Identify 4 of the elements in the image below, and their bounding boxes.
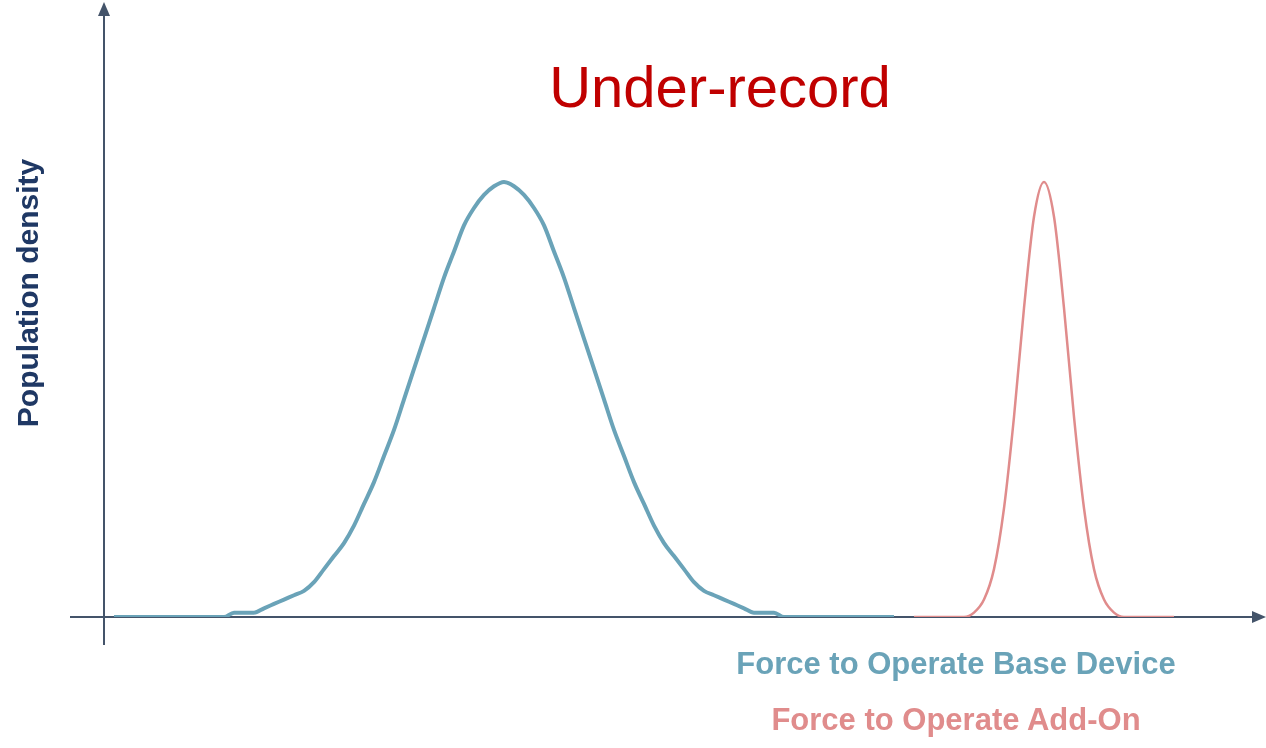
series-label: Force to Operate Base Device [735, 645, 1177, 683]
y-axis-title: Population density [11, 158, 45, 428]
chart-title: Under-record [548, 53, 892, 121]
text: Force to Operate Add-On [770, 701, 1142, 739]
